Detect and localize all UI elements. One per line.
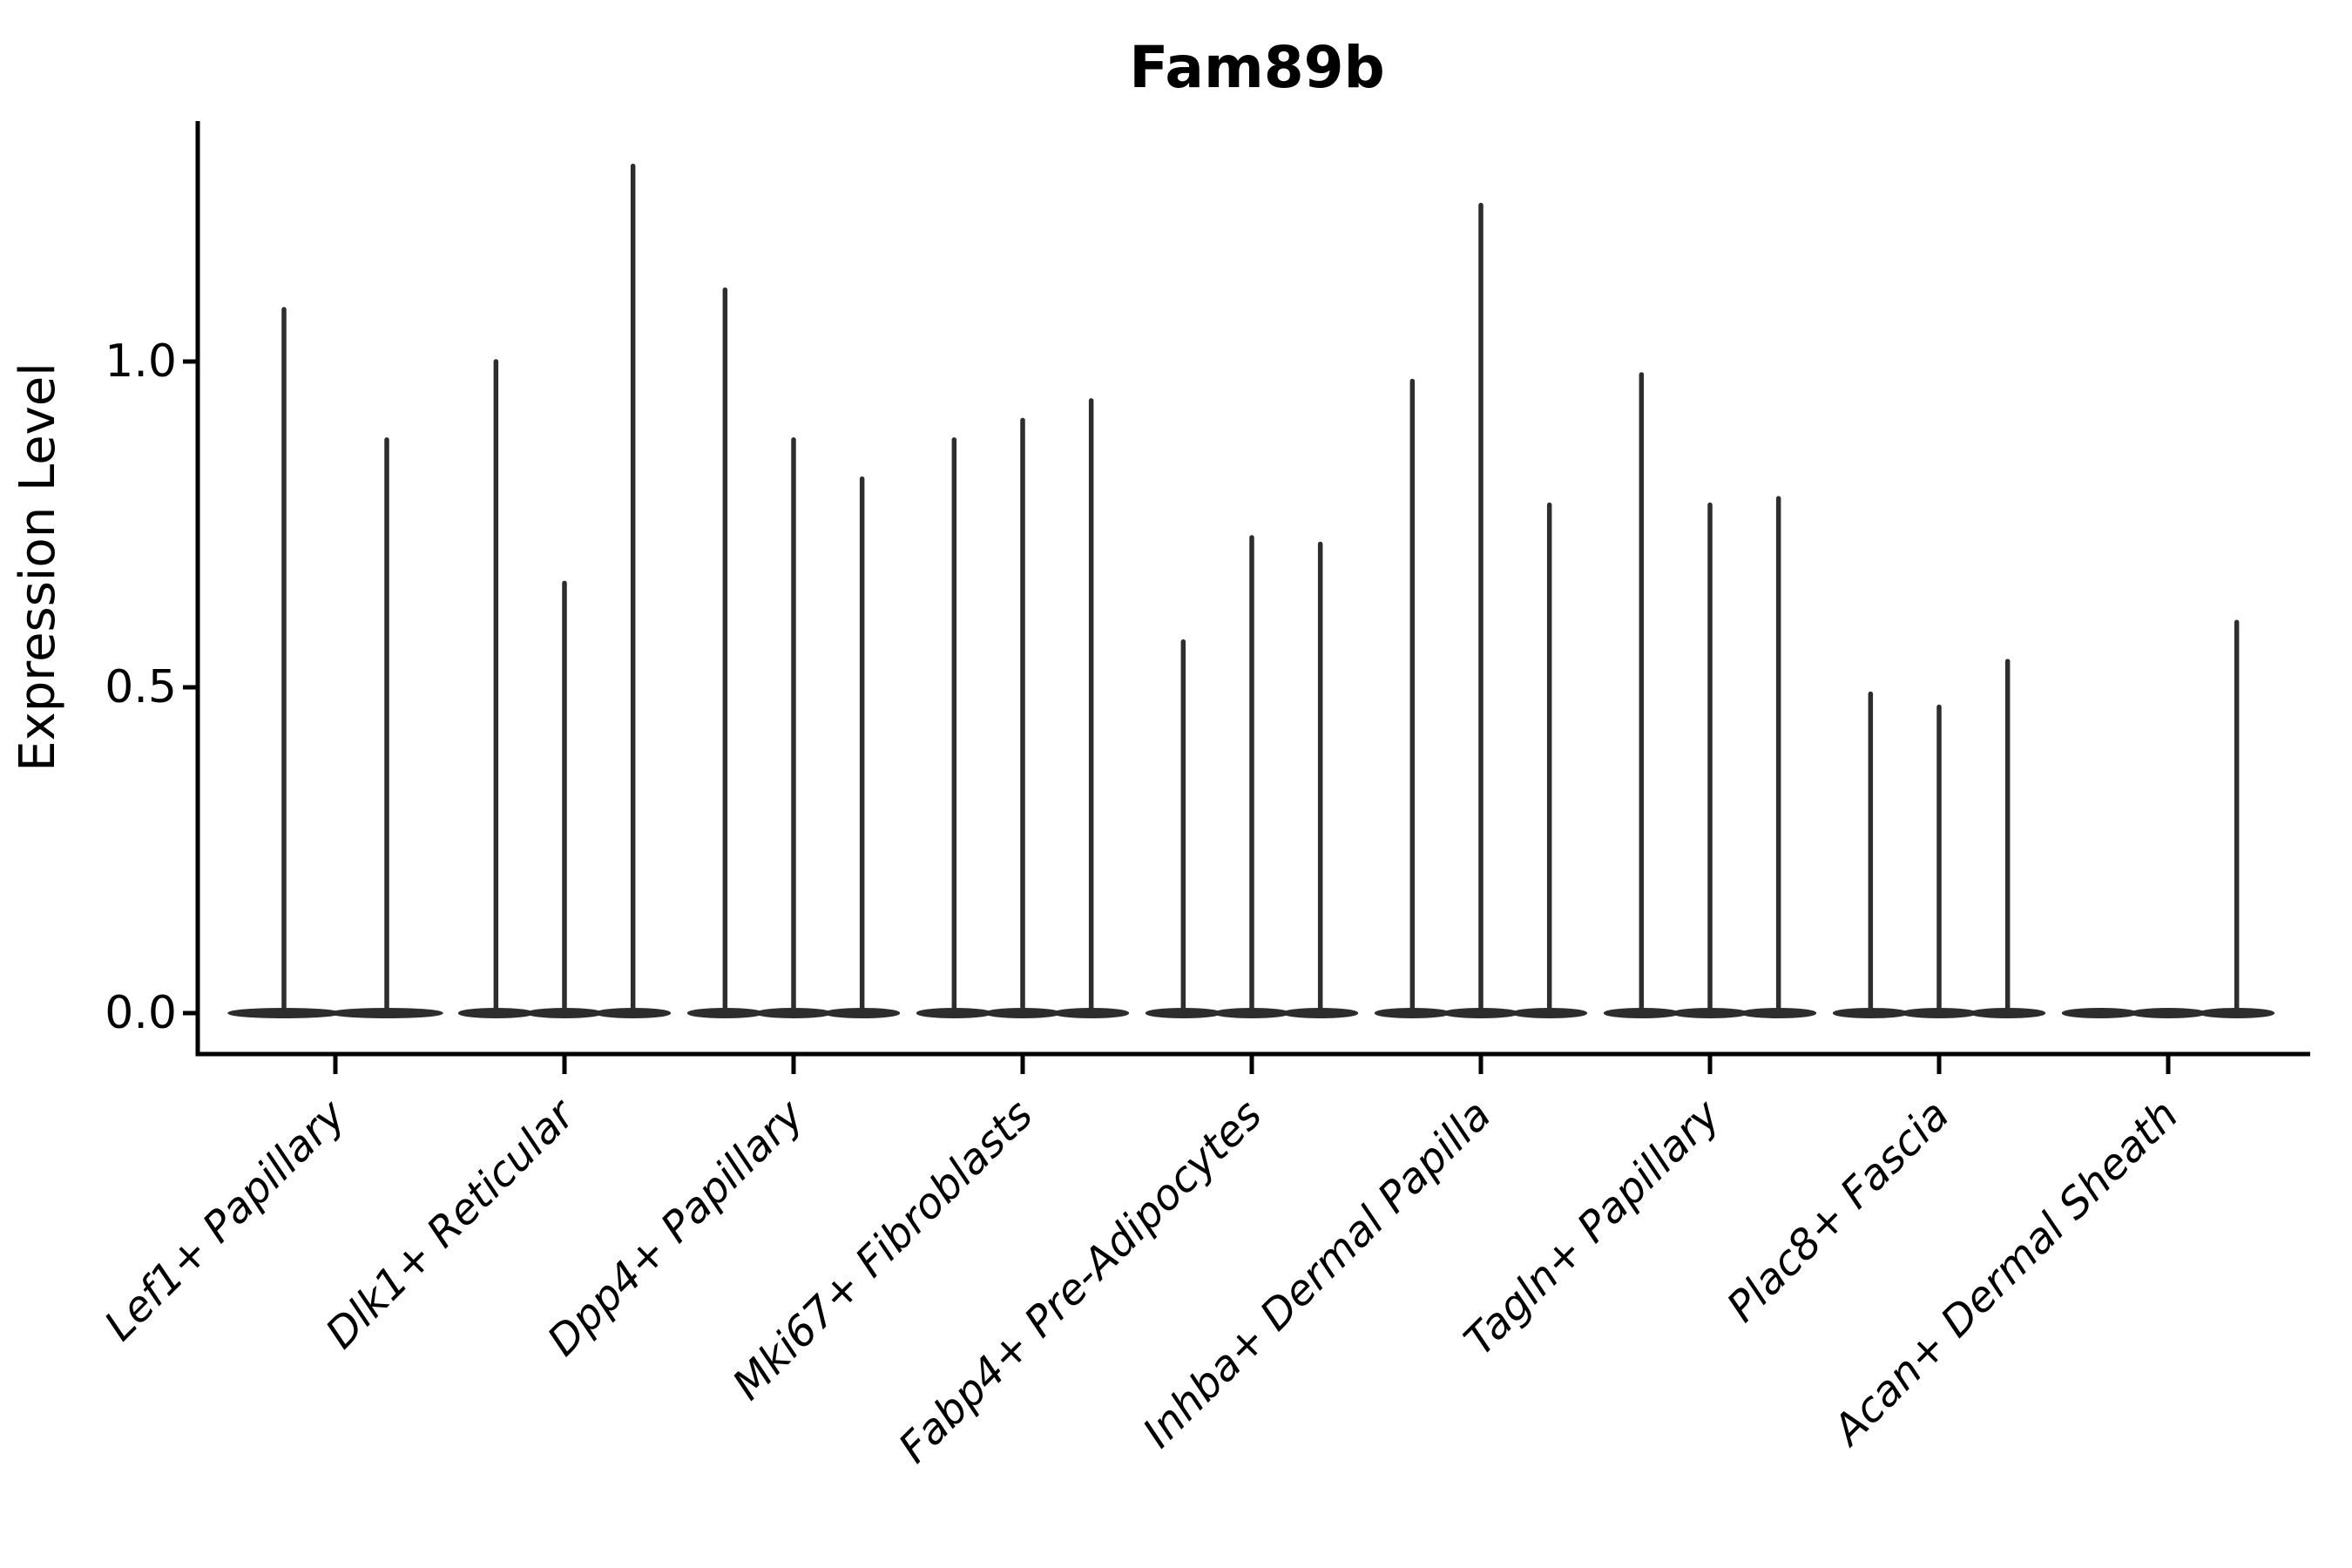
x-tick-label: Plac8+ Fascia: [1718, 1091, 1959, 1332]
x-tick-label: Fabp4+ Pre-Adipocytes: [889, 1091, 1272, 1473]
x-tick-label: Dpp4+ Papillary: [538, 1090, 814, 1365]
y-tick-label: 0.5: [105, 661, 177, 713]
x-tick-label: Dlk1+ Reticular: [316, 1089, 586, 1359]
x-tick-label: Lef1+ Papillary: [95, 1090, 355, 1350]
y-tick-label: 1.0: [105, 335, 177, 388]
chart-title: Fam89b: [1129, 34, 1385, 101]
x-tick-label: Tagln+ Papillary: [1455, 1090, 1730, 1365]
y-axis-label: Expression Level: [10, 362, 66, 772]
violin-body: [2130, 1008, 2207, 1018]
y-tick-label: 0.0: [105, 987, 177, 1039]
violin-body: [2061, 1008, 2138, 1018]
